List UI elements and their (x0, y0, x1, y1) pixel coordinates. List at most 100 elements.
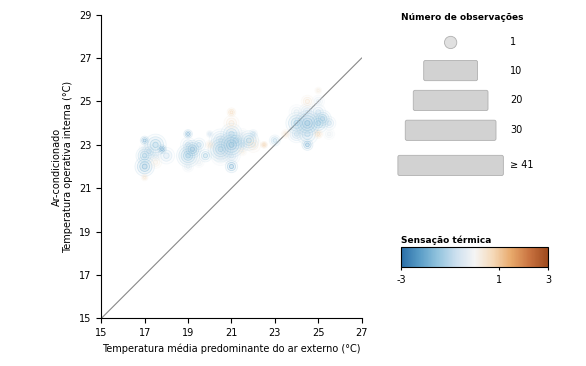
Circle shape (304, 97, 312, 105)
Circle shape (142, 164, 147, 169)
Circle shape (145, 147, 154, 156)
Circle shape (229, 121, 234, 126)
Circle shape (294, 120, 299, 126)
Circle shape (230, 111, 233, 114)
Circle shape (305, 100, 309, 104)
Circle shape (197, 160, 200, 164)
Circle shape (325, 119, 333, 128)
Circle shape (244, 136, 254, 145)
Circle shape (240, 132, 244, 136)
Circle shape (163, 153, 169, 158)
Circle shape (207, 142, 213, 148)
Circle shape (186, 165, 190, 168)
Circle shape (159, 146, 165, 152)
Text: ≥ 41: ≥ 41 (510, 160, 534, 171)
Circle shape (142, 153, 147, 158)
Text: 20: 20 (510, 96, 523, 105)
Circle shape (311, 116, 326, 130)
Circle shape (248, 140, 258, 150)
Circle shape (148, 137, 163, 153)
Circle shape (229, 153, 234, 158)
Circle shape (314, 97, 322, 105)
FancyBboxPatch shape (441, 32, 461, 53)
Circle shape (188, 145, 197, 154)
Circle shape (305, 110, 309, 115)
Circle shape (327, 132, 331, 136)
Circle shape (226, 118, 237, 128)
Text: 30: 30 (510, 125, 523, 135)
Circle shape (203, 154, 207, 158)
Circle shape (212, 131, 230, 150)
Circle shape (190, 147, 195, 152)
Circle shape (224, 137, 239, 152)
Circle shape (316, 121, 321, 126)
Circle shape (142, 175, 147, 180)
Circle shape (219, 138, 223, 143)
Circle shape (161, 150, 172, 161)
Circle shape (250, 131, 256, 137)
Circle shape (252, 132, 255, 135)
Circle shape (305, 121, 310, 126)
Circle shape (197, 143, 201, 147)
Circle shape (318, 115, 327, 123)
Circle shape (229, 109, 234, 115)
Circle shape (226, 128, 237, 139)
Circle shape (262, 143, 266, 147)
Circle shape (292, 130, 301, 138)
Circle shape (142, 138, 148, 143)
Circle shape (316, 100, 321, 104)
Circle shape (240, 149, 245, 154)
Circle shape (154, 154, 157, 157)
Circle shape (183, 140, 193, 150)
Circle shape (216, 151, 226, 161)
Circle shape (185, 131, 191, 137)
FancyBboxPatch shape (398, 155, 503, 176)
Circle shape (304, 141, 311, 149)
Circle shape (291, 107, 302, 117)
Circle shape (218, 147, 223, 152)
Circle shape (314, 107, 323, 117)
Circle shape (210, 139, 231, 159)
Circle shape (153, 142, 158, 147)
Circle shape (141, 146, 148, 153)
Circle shape (317, 89, 319, 92)
Circle shape (317, 132, 320, 135)
Circle shape (146, 149, 151, 154)
Circle shape (151, 158, 159, 166)
Circle shape (294, 110, 299, 115)
Circle shape (288, 115, 305, 131)
Circle shape (214, 134, 227, 147)
Circle shape (314, 118, 323, 128)
Circle shape (321, 117, 325, 121)
Circle shape (241, 133, 256, 148)
Circle shape (183, 151, 193, 160)
Circle shape (213, 148, 228, 163)
Circle shape (298, 113, 318, 133)
FancyBboxPatch shape (424, 60, 478, 81)
Circle shape (246, 138, 251, 143)
Circle shape (325, 130, 333, 138)
Circle shape (316, 110, 321, 115)
Circle shape (218, 153, 223, 158)
FancyBboxPatch shape (413, 90, 488, 111)
Circle shape (305, 131, 310, 137)
Circle shape (137, 159, 152, 174)
Circle shape (263, 144, 265, 146)
Circle shape (227, 163, 236, 171)
Circle shape (144, 176, 146, 179)
Text: Sensação térmica: Sensação térmica (401, 235, 492, 245)
Circle shape (222, 135, 241, 155)
Circle shape (315, 131, 321, 137)
Circle shape (186, 132, 189, 135)
Circle shape (283, 131, 289, 137)
Circle shape (316, 88, 321, 93)
Text: Número de observações: Número de observações (401, 12, 524, 22)
Circle shape (229, 164, 234, 169)
Circle shape (241, 150, 244, 153)
Circle shape (229, 131, 234, 137)
Circle shape (240, 143, 244, 147)
Circle shape (284, 132, 287, 135)
Circle shape (223, 126, 240, 142)
Circle shape (140, 162, 149, 171)
Text: 1: 1 (510, 37, 516, 48)
